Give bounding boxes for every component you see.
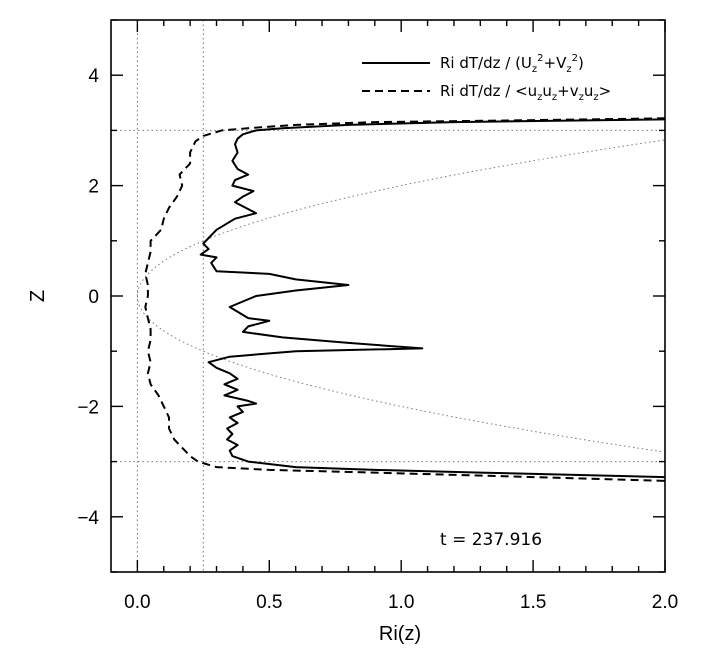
series-layer [144,117,666,482]
x-tick-label: 0.5 [256,592,282,613]
x-tick-label: 1.5 [520,592,546,613]
x-tick-label: 1.0 [388,592,414,613]
x-axis-label: Ri(z) [379,623,421,645]
x-tick-label: 0.0 [124,592,150,613]
reference-lines [111,20,666,572]
y-tick-label: −4 [77,508,99,529]
ref-parabola [136,139,666,453]
x-tick-label: 2.0 [652,592,678,613]
legend-solid-label: Ri dT/dz / (Uz2+Vz2) [440,53,584,75]
series-dashed-line [144,117,666,482]
y-axis-label: Z [27,290,49,302]
y-tick-label: 4 [88,66,99,87]
y-tick-label: 0 [88,287,99,308]
legend: Ri dT/dz / (Uz2+Vz2) Ri dT/dz / <uzuz+vz… [362,53,611,103]
plot-frame [110,19,666,573]
series-solid-line [199,118,666,479]
y-tick-label: 2 [88,177,99,198]
y-tick-label: −2 [77,397,99,418]
legend-dashed-label: Ri dT/dz / <uzuz+vzuz> [440,82,611,103]
time-annotation: t = 237.916 [440,530,542,550]
tick-layer: 0.0 0.5 1.0 1.5 2.0 −4 −2 0 2 4 [77,19,678,613]
